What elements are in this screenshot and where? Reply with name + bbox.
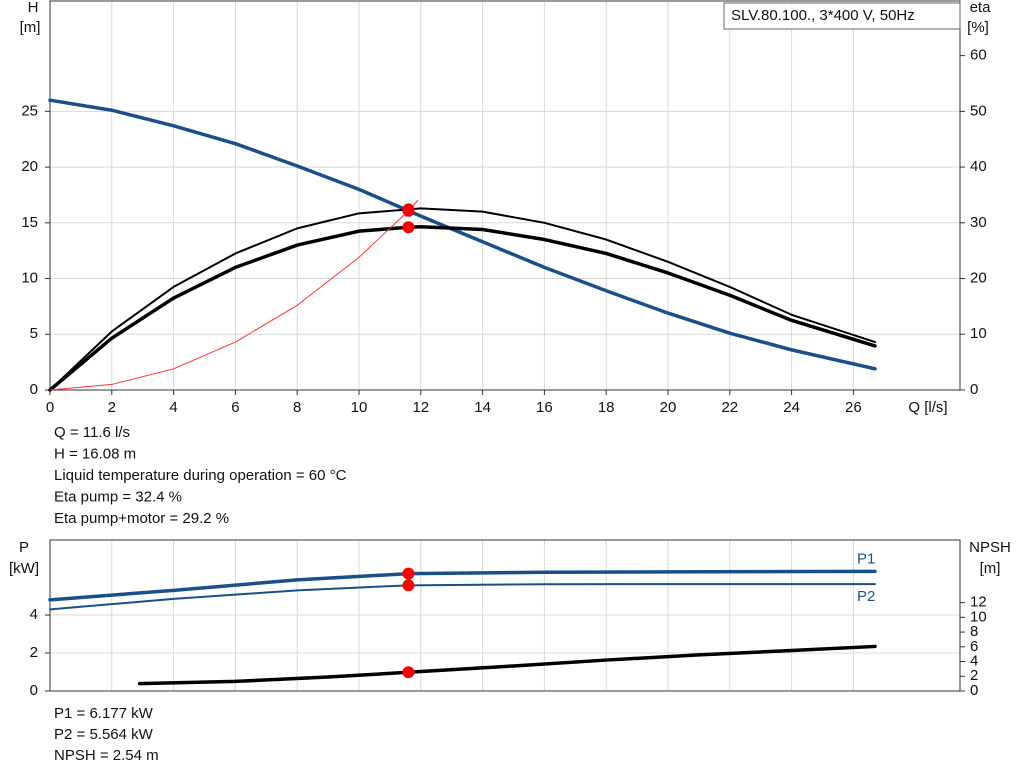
- y2-axis-label: eta: [970, 0, 992, 16]
- y-tick-label: 2: [30, 644, 38, 661]
- y2-tick-label: 20: [970, 270, 987, 287]
- readout: Q = 11.6 l/s: [54, 424, 130, 441]
- y-tick-label: 0: [30, 682, 38, 699]
- readout: P2 = 5.564 kW: [54, 726, 154, 743]
- plot-frame: [49, 0, 961, 391]
- info-text: SLV.80.100., 3*400 V, 50Hz: [731, 7, 915, 24]
- y2-tick-label: 30: [970, 214, 987, 231]
- y2-tick-label: 12: [970, 594, 987, 611]
- x-axis-label: Q [l/s]: [908, 399, 947, 416]
- curve: [49, 200, 419, 391]
- y2-tick-label: 0: [970, 682, 978, 699]
- readout: P1 = 6.177 kW: [54, 705, 154, 722]
- x-tick-label: 0: [46, 399, 54, 416]
- operating-point: [402, 567, 415, 580]
- y2-axis-label: NPSH: [969, 539, 1011, 556]
- readout: Liquid temperature during operation = 60…: [54, 467, 347, 484]
- y2-tick-label: 10: [970, 325, 987, 342]
- y2-tick-label: 4: [970, 653, 978, 670]
- x-tick-label: 10: [351, 399, 368, 416]
- readout: Eta pump = 32.4 %: [54, 488, 182, 505]
- y-tick-label: 0: [30, 381, 38, 398]
- readout: H = 16.08 m: [54, 445, 136, 462]
- y2-tick-label: 50: [970, 102, 987, 119]
- y-axis-unit: [kW]: [9, 560, 39, 577]
- series-label: P2: [857, 588, 875, 605]
- x-tick-label: 18: [598, 399, 615, 416]
- x-tick-label: 16: [536, 399, 553, 416]
- x-tick-label: 22: [721, 399, 738, 416]
- x-tick-label: 26: [845, 399, 862, 416]
- x-tick-label: 24: [783, 399, 800, 416]
- x-tick-label: 20: [660, 399, 677, 416]
- readout: NPSH = 2.54 m: [54, 747, 159, 764]
- y2-tick-label: 6: [970, 638, 978, 655]
- y-tick-label: 4: [30, 606, 38, 623]
- operating-point: [402, 666, 415, 679]
- series-label: P1: [857, 550, 875, 567]
- y2-tick-label: 10: [970, 608, 987, 625]
- x-tick-label: 12: [412, 399, 429, 416]
- info-box: [723, 2, 961, 30]
- y2-axis-unit: [m]: [980, 560, 1001, 577]
- x-tick-label: 6: [231, 399, 239, 416]
- readout: Eta pump+motor = 29.2 %: [54, 510, 229, 527]
- y-tick-label: 20: [21, 158, 38, 175]
- y2-tick-label: 0: [970, 381, 978, 398]
- y-tick-label: 10: [21, 270, 38, 287]
- y2-axis-unit: [%]: [967, 19, 989, 36]
- operating-point: [402, 203, 415, 216]
- y-tick-label: 15: [21, 214, 38, 231]
- operating-point: [402, 579, 415, 592]
- y-axis-label: H: [28, 0, 39, 16]
- x-tick-label: 14: [474, 399, 491, 416]
- y2-tick-label: 60: [970, 47, 987, 64]
- x-tick-label: 2: [108, 399, 116, 416]
- operating-point: [402, 221, 415, 234]
- curve: [137, 644, 877, 686]
- curve: [49, 207, 877, 391]
- y2-tick-label: 40: [970, 158, 987, 175]
- curve: [48, 224, 877, 392]
- y-tick-label: 25: [21, 102, 38, 119]
- y-axis-label: P: [19, 539, 29, 556]
- x-tick-label: 4: [169, 399, 177, 416]
- curve: [48, 98, 877, 371]
- x-tick-label: 8: [293, 399, 301, 416]
- y2-tick-label: 8: [970, 623, 978, 640]
- y2-tick-label: 2: [970, 667, 978, 684]
- y-tick-label: 5: [30, 325, 38, 342]
- y-axis-unit: [m]: [20, 19, 41, 36]
